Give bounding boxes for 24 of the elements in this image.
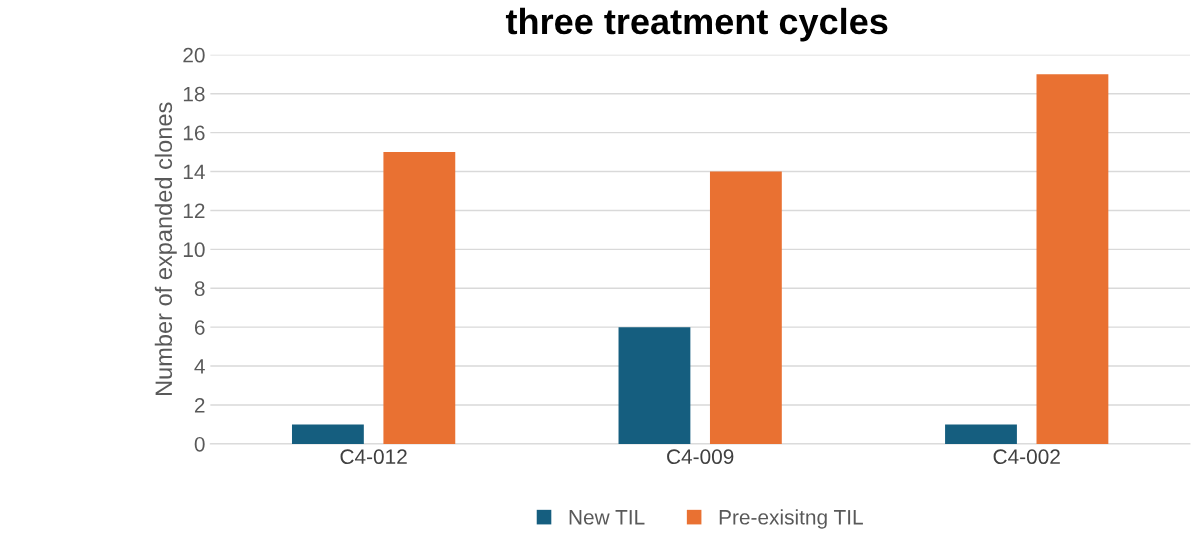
- bar: [709, 171, 782, 444]
- bar: [945, 424, 1017, 444]
- legend-label: Pre-exisitng TIL: [719, 509, 863, 529]
- y-tick-label: 6: [194, 320, 205, 335]
- bar: [383, 152, 456, 444]
- y-tick-label: 12: [183, 203, 205, 218]
- y-tick-label: 8: [194, 281, 205, 296]
- bar: [618, 327, 691, 444]
- y-tick-label: 18: [183, 86, 205, 102]
- chart-title: three treatment cycles: [505, 7, 888, 42]
- legend-label: New TIL: [569, 510, 645, 525]
- bar: [291, 424, 364, 444]
- x-tick-label: C4-009: [667, 449, 734, 465]
- y-tick-label: 10: [183, 242, 205, 258]
- y-axis-title: Number of expanded clones: [154, 102, 177, 396]
- y-tick-label: 14: [183, 164, 205, 180]
- y-tick-label: 0: [194, 436, 205, 452]
- x-tick-label: C4-002: [993, 449, 1060, 465]
- y-tick-label: 2: [194, 397, 205, 413]
- y-tick-label: 16: [183, 125, 205, 141]
- y-tick-label: 20: [183, 47, 205, 63]
- y-tick-label: 4: [194, 359, 205, 374]
- bar: [1036, 74, 1109, 444]
- x-tick-label: C4-012: [340, 449, 407, 465]
